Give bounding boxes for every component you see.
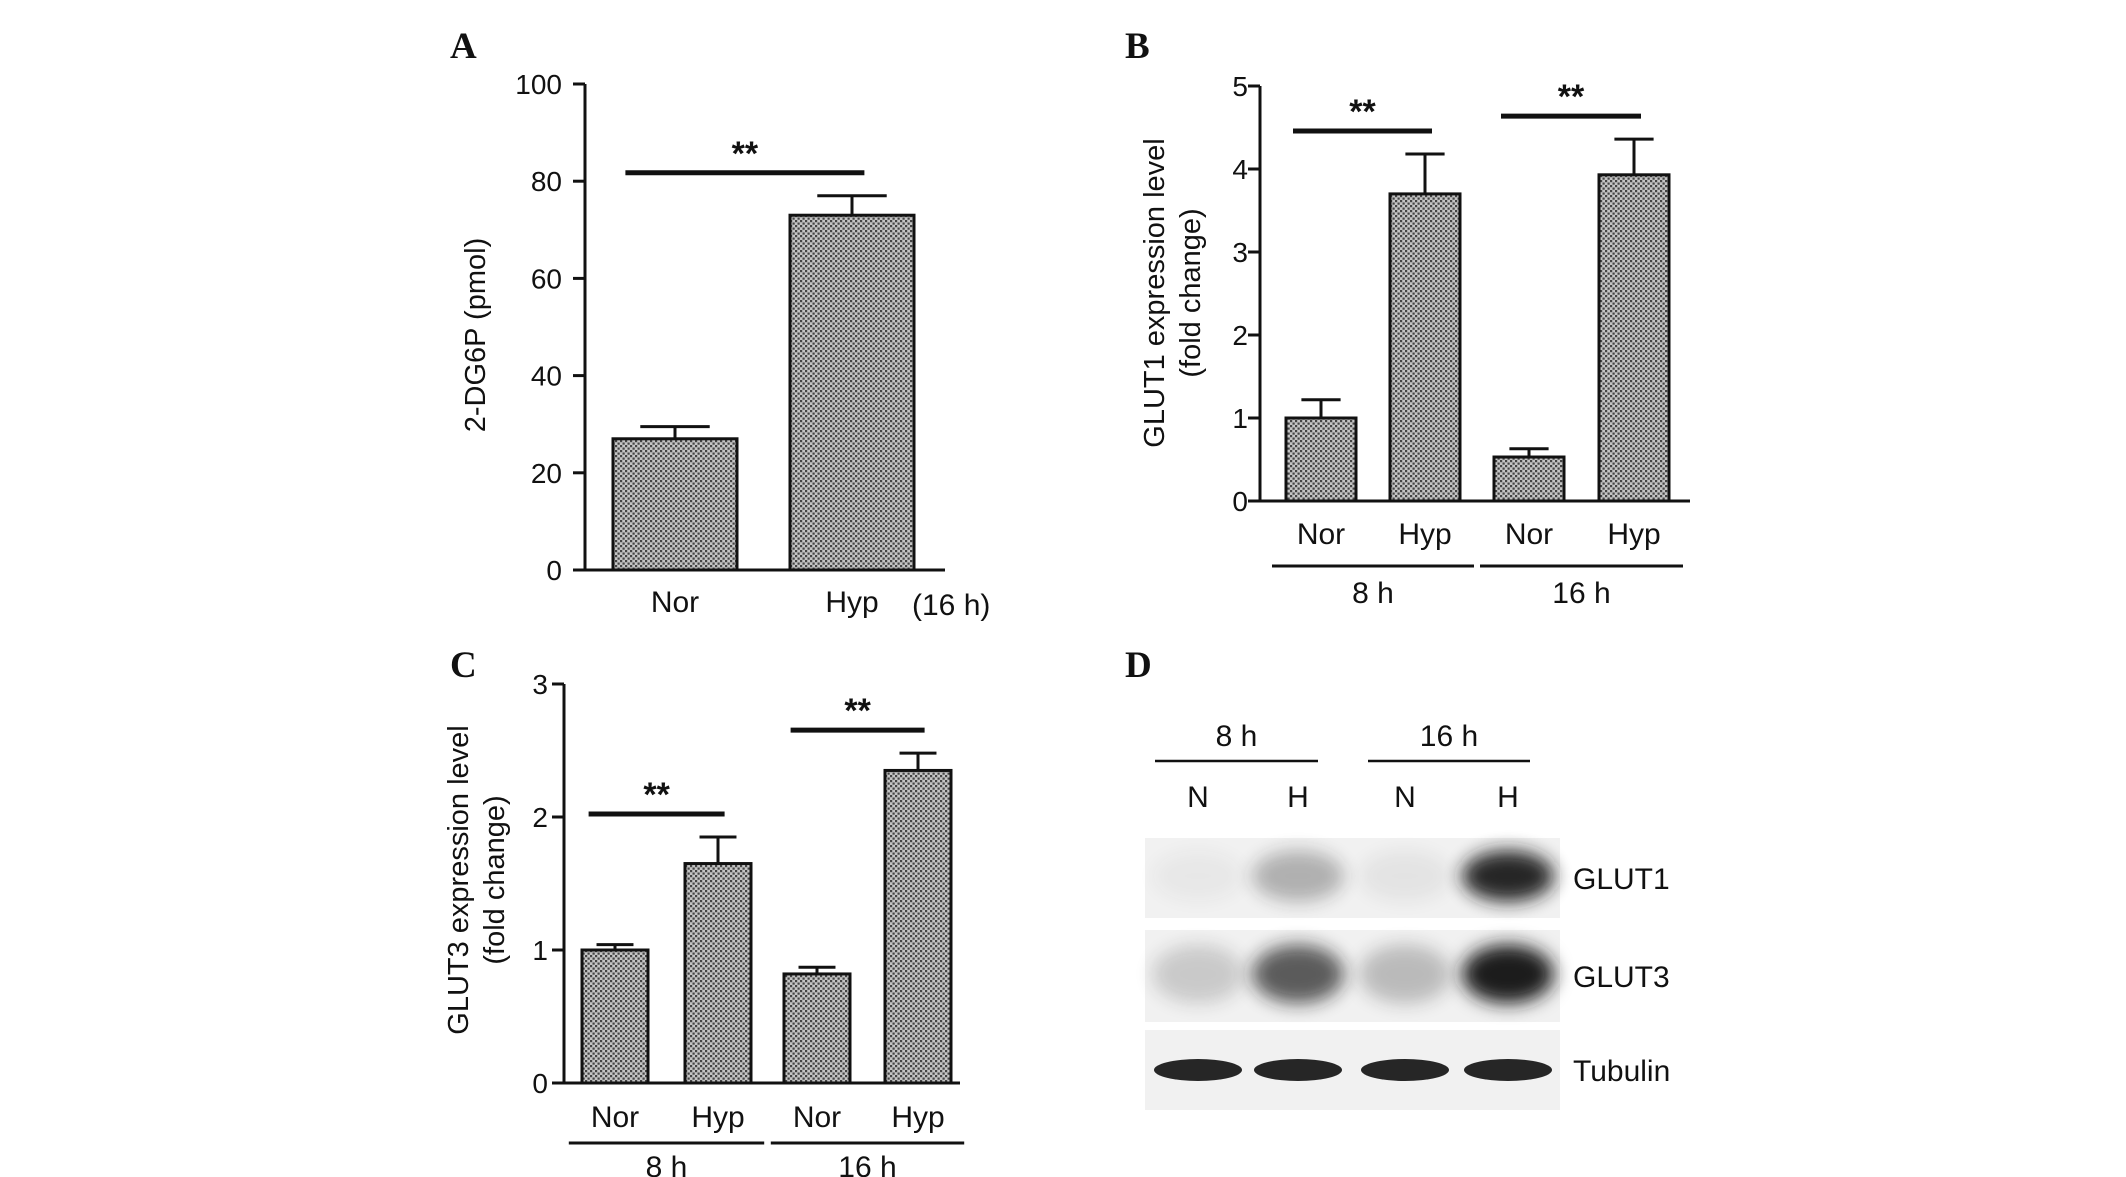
panel-a-y-tick-label: 80 bbox=[531, 166, 562, 197]
panel-b-y-tick-label: 4 bbox=[1232, 154, 1248, 185]
panel-c-category-label: Nor bbox=[591, 1101, 639, 1134]
panel-c-y-tick-label: 0 bbox=[532, 1068, 548, 1099]
blot-lane-label: H bbox=[1287, 781, 1309, 814]
panel-c-bar bbox=[683, 862, 753, 1085]
blot-row-label: GLUT1 bbox=[1573, 863, 1670, 896]
panel-b-y-tick-label: 1 bbox=[1232, 403, 1248, 434]
panel-c-group-label: 16 h bbox=[838, 1151, 896, 1177]
panel-b-y-tick-label: 2 bbox=[1232, 320, 1248, 351]
panel-b-y-axis-label: GLUT1 expression level bbox=[1139, 138, 1171, 447]
panel-a-category-label: Nor bbox=[651, 586, 699, 619]
blot-row-label: GLUT3 bbox=[1573, 961, 1670, 994]
panel-b-category-label: Hyp bbox=[1398, 518, 1451, 551]
panel-b-bar bbox=[1597, 173, 1671, 503]
panel-b-y-tick-label: 0 bbox=[1232, 486, 1248, 517]
blot-band bbox=[1152, 944, 1244, 1004]
panel-b-significance-label: ** bbox=[1558, 78, 1585, 116]
panel-a-y-tick-label: 100 bbox=[515, 69, 562, 100]
panel-letter-a: A bbox=[450, 26, 477, 67]
panel-c-bar bbox=[883, 768, 953, 1085]
panel-letter-c: C bbox=[450, 645, 477, 686]
panel-a-y-tick-label: 40 bbox=[531, 361, 562, 392]
blot-band bbox=[1252, 850, 1344, 902]
panel-b-significance-label: ** bbox=[1349, 93, 1376, 131]
blot-lane-label: N bbox=[1187, 781, 1209, 814]
panel-a-y-tick-label: 0 bbox=[546, 555, 562, 586]
blot-row-label: Tubulin bbox=[1573, 1055, 1670, 1088]
panel-c-y-axis-label: GLUT3 expression level bbox=[443, 725, 475, 1034]
panel-b-category-label: Nor bbox=[1505, 518, 1553, 551]
panel-letter-b: B bbox=[1125, 26, 1150, 67]
panel-c-significance-label: ** bbox=[643, 776, 670, 814]
panel-c-group-label: 8 h bbox=[646, 1151, 688, 1177]
panel-b-category-label: Hyp bbox=[1607, 518, 1660, 551]
panel-b-y-tick-label: 3 bbox=[1232, 237, 1248, 268]
panel-b-chart: GLUT1 expression level (fold change) 0 1 2… bbox=[1139, 71, 1690, 610]
panel-a-chart: 2-DG6P (pmol) (16 h) 0 20 40 60 80 100 Nor Hyp *… bbox=[460, 69, 990, 622]
blot-band bbox=[1359, 944, 1451, 1004]
panel-a-bar bbox=[611, 437, 739, 572]
panel-c-y-tick-label: 2 bbox=[532, 802, 548, 833]
blot-band bbox=[1462, 850, 1554, 902]
panel-b-bar bbox=[1388, 192, 1462, 503]
blot-band bbox=[1464, 1059, 1552, 1081]
panel-a-y-tick-label: 60 bbox=[531, 263, 562, 294]
panel-b-y-axis-label-2: (fold change) bbox=[1175, 208, 1207, 377]
blot-band bbox=[1154, 1059, 1242, 1081]
panel-c-y-tick-label: 3 bbox=[532, 669, 548, 700]
panel-c-chart: GLUT3 expression level (fold change) 0 1 2… bbox=[443, 669, 965, 1177]
panel-b-group-label: 16 h bbox=[1552, 577, 1610, 610]
panel-c-category-label: Hyp bbox=[891, 1101, 944, 1134]
panel-b-category-label: Nor bbox=[1297, 518, 1345, 551]
panel-b-group-label: 8 h bbox=[1352, 577, 1394, 610]
panel-a-y-tick-label: 20 bbox=[531, 458, 562, 489]
blot-lane-label: N bbox=[1394, 781, 1416, 814]
panel-c-category-label: Hyp bbox=[691, 1101, 744, 1134]
blot-band bbox=[1254, 1059, 1342, 1081]
panel-c-significance-label: ** bbox=[844, 692, 871, 730]
panel-c-bar bbox=[782, 972, 852, 1085]
blot-time-label: 8 h bbox=[1216, 720, 1258, 753]
blot-band bbox=[1359, 850, 1451, 902]
blot-lane-label: H bbox=[1497, 781, 1519, 814]
panel-b-bar bbox=[1492, 455, 1566, 503]
panel-c-y-axis-label-2: (fold change) bbox=[479, 795, 511, 964]
blot-time-label: 16 h bbox=[1420, 720, 1478, 753]
blot-band bbox=[1152, 850, 1244, 902]
panel-a-category-label: Hyp bbox=[825, 586, 878, 619]
blot-band bbox=[1361, 1059, 1449, 1081]
blot-band bbox=[1252, 944, 1344, 1004]
blot-band bbox=[1462, 944, 1554, 1004]
panel-a-significance-label: ** bbox=[732, 135, 759, 173]
panel-c-bar bbox=[580, 948, 650, 1085]
panel-c-y-tick-label: 1 bbox=[532, 935, 548, 966]
panel-b-bar bbox=[1284, 416, 1358, 503]
panel-a-bar bbox=[788, 213, 916, 572]
panel-letter-d: D bbox=[1125, 645, 1152, 686]
panel-a-y-axis-label: 2-DG6P (pmol) bbox=[460, 238, 492, 432]
panel-b-y-tick-label: 5 bbox=[1232, 71, 1248, 102]
panel-a-condition-label: (16 h) bbox=[912, 589, 990, 622]
panel-c-category-label: Nor bbox=[793, 1101, 841, 1134]
